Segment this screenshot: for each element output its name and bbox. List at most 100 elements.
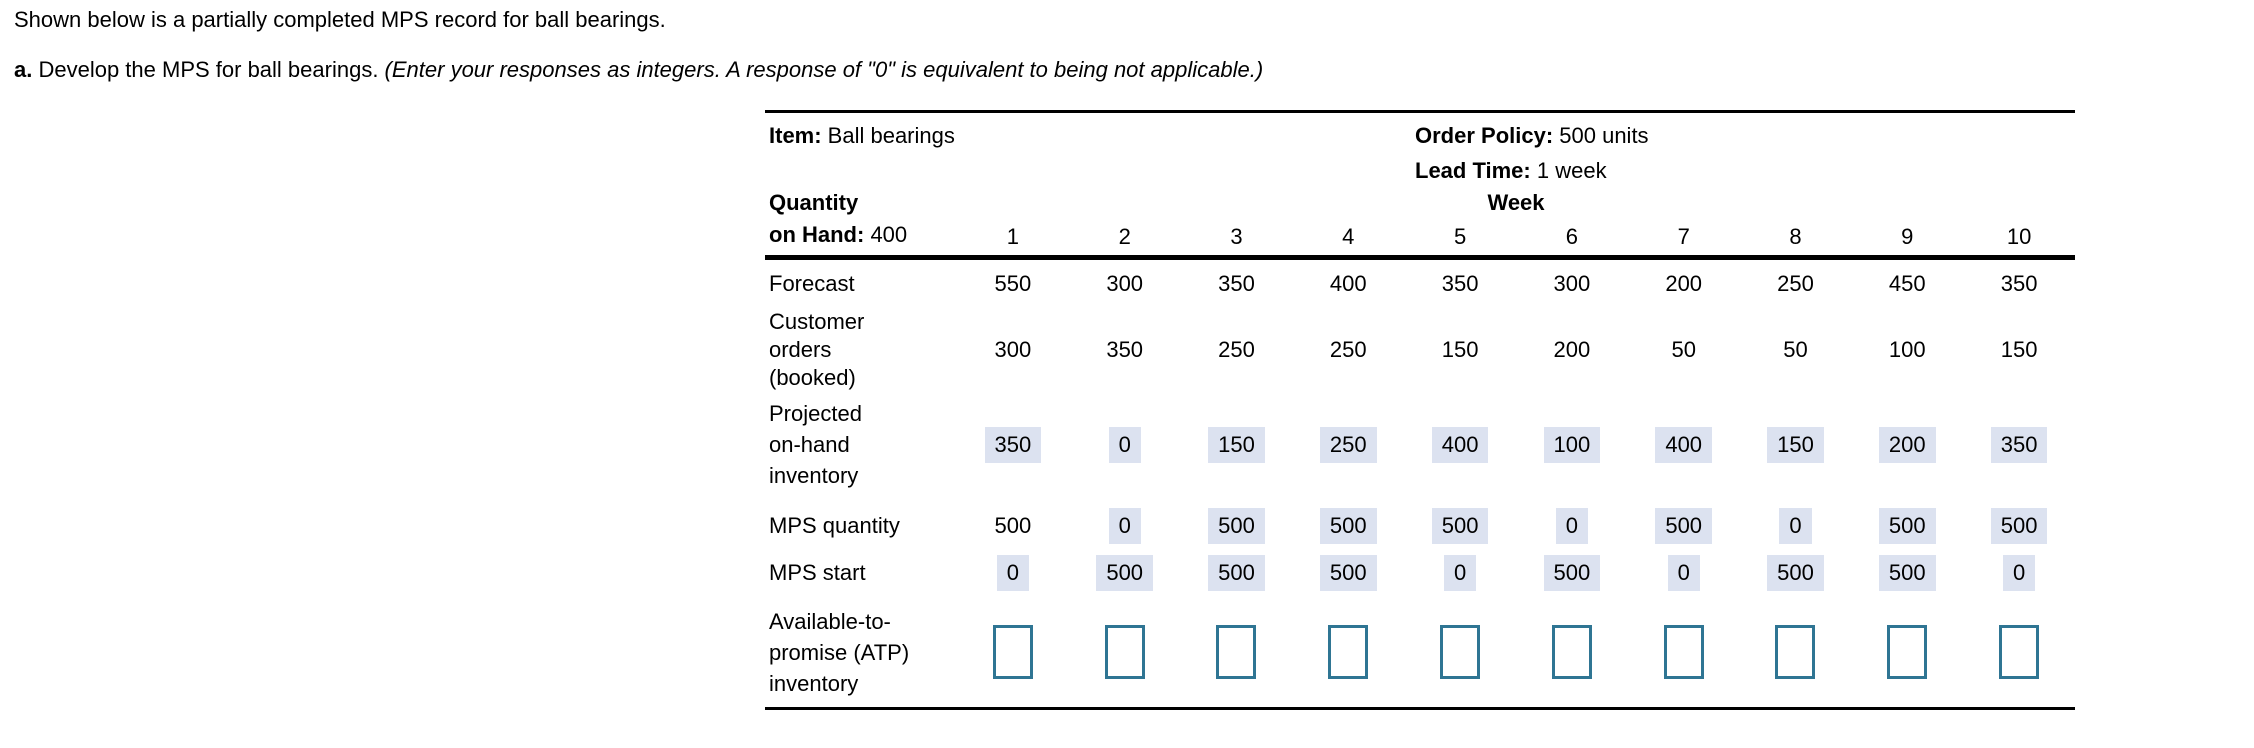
projected-on-hand-row-label: Projected on-hand inventory: [765, 398, 957, 491]
lead-time-label: Lead Time:: [1415, 158, 1531, 183]
mps-start-value-week-1[interactable]: 0: [996, 555, 1030, 591]
mps-start-value-week-8[interactable]: 500: [1767, 555, 1824, 591]
customer-orders-row-label-line: orders: [769, 337, 832, 362]
mps-start-row-cell: 500: [1181, 555, 1293, 591]
projected-on-hand-row-label-line: inventory: [769, 463, 859, 488]
mps-start-value-week-3[interactable]: 500: [1208, 555, 1265, 591]
mps-start-value-week-10[interactable]: 0: [2002, 555, 2036, 591]
week-column-header-8: 8: [1789, 224, 1802, 249]
mps-quantity-row-cell: 500: [957, 508, 1069, 544]
mps-start-value-week-9[interactable]: 500: [1878, 555, 1936, 591]
atp-row-label: Available-to-promise (ATP) inventory: [765, 606, 957, 699]
mps-quantity-row-cell: 0: [1740, 508, 1852, 544]
mps-start-row-cell: 0: [957, 555, 1069, 591]
atp-row-cell: [1851, 625, 1963, 679]
mps-start-row-cell: 500: [1740, 555, 1852, 591]
atp-input-week-8[interactable]: [1775, 625, 1816, 679]
mps-start-value-week-2[interactable]: 500: [1096, 555, 1154, 591]
mps-start-row-cell: 500: [1292, 555, 1404, 591]
mps-start-row-cell: 0: [1404, 555, 1516, 591]
mps-quantity-value-week-3[interactable]: 500: [1208, 508, 1265, 544]
atp-input-week-9[interactable]: [1887, 625, 1928, 679]
mps-start-value-week-7[interactable]: 0: [1667, 555, 1700, 591]
mps-record-table: Item: Ball bearings Order Policy: 500 un…: [765, 110, 2075, 710]
mps-start-value-week-5[interactable]: 0: [1443, 555, 1477, 591]
projected-on-hand-value-week-2[interactable]: 0: [1108, 426, 1141, 463]
mps-quantity-value-week-7[interactable]: 500: [1655, 508, 1713, 544]
projected-on-hand-row-cell: 350: [1963, 426, 2075, 463]
projected-on-hand-value-week-8[interactable]: 150: [1767, 426, 1824, 463]
projected-on-hand-value-week-6[interactable]: 100: [1543, 426, 1601, 463]
atp-row-cell: [1181, 625, 1293, 679]
projected-on-hand-row: Projected on-hand inventory 350 0 150 250 400 10…: [765, 386, 2075, 503]
mps-start-value-week-6[interactable]: 500: [1543, 555, 1601, 591]
forecast-value-week-7: 200: [1665, 271, 1703, 296]
atp-input-week-5[interactable]: [1440, 625, 1481, 679]
forecast-row-cell: 200: [1628, 266, 1740, 302]
atp-row-label-line: inventory: [769, 670, 859, 696]
projected-on-hand-value-week-7[interactable]: 400: [1655, 426, 1713, 463]
forecast-value-week-4: 400: [1329, 271, 1367, 296]
atp-row-cell: [1069, 625, 1181, 679]
atp-input-week-4[interactable]: [1328, 625, 1369, 679]
forecast-value-week-6: 300: [1553, 271, 1591, 296]
atp-input-week-2[interactable]: [1104, 625, 1145, 679]
projected-on-hand-row-cell: 400: [1628, 426, 1740, 463]
customer-orders-value-week-2: 350: [1106, 337, 1144, 362]
atp-input-week-7[interactable]: [1663, 625, 1704, 679]
projected-on-hand-row-cell: 150: [1181, 426, 1293, 463]
mps-quantity-value-week-9[interactable]: 500: [1878, 508, 1936, 544]
customer-orders-row-cell: 350: [1069, 332, 1181, 368]
customer-orders-row-label-line: Customer: [769, 309, 865, 334]
customer-orders-row-label: Customer orders (booked): [765, 308, 957, 392]
part-a-note: (Enter your responses as integers. A res…: [384, 57, 1264, 82]
mps-quantity-value-week-10[interactable]: 500: [1990, 508, 2048, 544]
projected-on-hand-value-week-9[interactable]: 200: [1878, 426, 1936, 463]
week-column-header-7: 7: [1677, 224, 1690, 249]
mps-start-row-cell: 500: [1516, 555, 1628, 591]
lead-time-field: Lead Time: 1 week: [1415, 158, 1607, 184]
mps-quantity-value-week-5[interactable]: 500: [1431, 508, 1489, 544]
forecast-row-cell: 250: [1740, 266, 1852, 302]
mps-quantity-value-week-4[interactable]: 500: [1319, 508, 1377, 544]
forecast-row-label-line: Forecast: [769, 271, 855, 296]
customer-orders-value-week-9: 100: [1888, 337, 1926, 362]
forecast-value-week-1: 550: [994, 271, 1032, 296]
atp-row-cell: [1740, 625, 1852, 679]
customer-orders-value-week-4: 250: [1329, 337, 1367, 362]
mps-quantity-value-week-8[interactable]: 0: [1779, 508, 1812, 544]
atp-input-week-6[interactable]: [1551, 625, 1592, 679]
mps-quantity-row-cell: 500: [1851, 508, 1963, 544]
projected-on-hand-row-cell: 0: [1069, 426, 1181, 463]
mps-quantity-row-cell: 500: [1963, 508, 2075, 544]
atp-input-week-10[interactable]: [1999, 625, 2040, 679]
mps-start-row-cell: 500: [1069, 555, 1181, 591]
projected-on-hand-row-cell: 350: [957, 426, 1069, 463]
projected-on-hand-row-label-line: on-hand: [769, 432, 850, 457]
projected-on-hand-value-week-3[interactable]: 150: [1208, 426, 1265, 463]
mps-start-row-cell: 0: [1628, 555, 1740, 591]
part-a-text: Develop the MPS for ball bearings.: [32, 57, 385, 82]
forecast-value-week-8: 250: [1777, 271, 1814, 296]
mps-quantity-row-cell: 500: [1181, 508, 1293, 544]
projected-on-hand-value-week-10[interactable]: 350: [1990, 426, 2048, 463]
projected-on-hand-row-cell: 150: [1740, 426, 1852, 463]
order-policy-field: Order Policy: 500 units: [1415, 123, 1649, 149]
forecast-row-cell: 300: [1516, 266, 1628, 302]
projected-on-hand-value-week-1[interactable]: 350: [984, 426, 1042, 463]
projected-on-hand-value-week-4[interactable]: 250: [1319, 426, 1377, 463]
customer-orders-row-cell: 50: [1628, 332, 1740, 368]
projected-on-hand-value-week-5[interactable]: 400: [1431, 426, 1489, 463]
mps-quantity-value-week-6[interactable]: 0: [1555, 508, 1589, 544]
mps-quantity-value-week-2[interactable]: 0: [1108, 508, 1141, 544]
week-column-header-1: 1: [1006, 224, 1020, 249]
week-column-header-10: 10: [2006, 224, 2032, 249]
mps-start-value-week-4[interactable]: 500: [1319, 555, 1377, 591]
customer-orders-value-week-6: 200: [1553, 337, 1591, 362]
atp-input-week-3[interactable]: [1216, 625, 1257, 679]
customer-orders-row: Customer orders (booked) 300 350 250 250 150 200…: [765, 308, 2075, 390]
atp-row-label-line: promise (ATP): [769, 639, 910, 665]
atp-row-cell: [1516, 625, 1628, 679]
projected-on-hand-row-cell: 200: [1851, 426, 1963, 463]
atp-input-week-1[interactable]: [992, 625, 1033, 679]
